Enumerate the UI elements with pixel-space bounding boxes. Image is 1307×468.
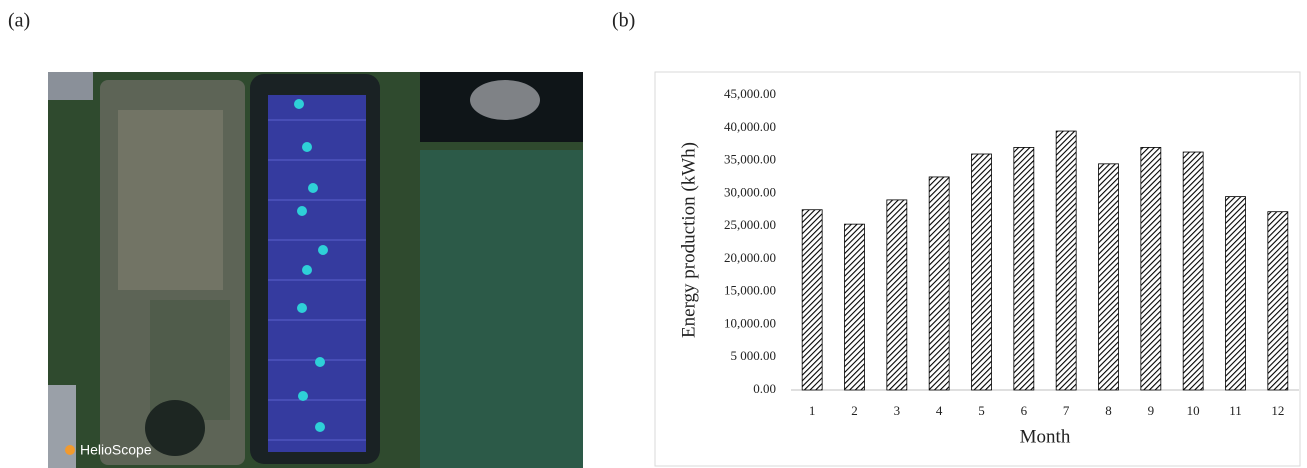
bar: [802, 210, 822, 390]
figure: (a) (b) HelioScope Energy productio: [0, 0, 1307, 468]
watermark: HelioScope: [80, 442, 152, 458]
y-tick-label: 10,000.00: [724, 315, 776, 330]
x-tick-label: 11: [1229, 403, 1242, 418]
x-tick-label: 3: [894, 403, 901, 418]
y-tick-label: 5 000.00: [731, 348, 777, 363]
y-tick-label: 0.00: [753, 381, 776, 396]
y-tick-label: 35,000.00: [724, 152, 776, 167]
x-axis-label: Month: [1020, 426, 1071, 447]
bar: [1014, 147, 1034, 390]
bar: [887, 200, 907, 390]
x-tick-label: 9: [1148, 403, 1155, 418]
y-tick-label: 25,000.00: [724, 217, 776, 232]
bar: [972, 154, 992, 390]
bar: [1268, 212, 1288, 390]
bar: [929, 177, 949, 390]
bar: [1141, 147, 1161, 390]
x-tick-label: 6: [1021, 403, 1028, 418]
x-tick-label: 12: [1271, 403, 1284, 418]
bar: [1056, 131, 1076, 390]
panel-label: (a): [8, 10, 30, 32]
bar: [1226, 197, 1246, 390]
panel-label: (b): [612, 10, 635, 32]
x-tick-label: 4: [936, 403, 943, 418]
x-tick-label: 8: [1105, 403, 1112, 418]
y-tick-label: 45,000.00: [724, 86, 776, 101]
satellite-image: HelioScope: [48, 72, 583, 468]
bar: [1099, 164, 1119, 390]
x-tick-label: 1: [809, 403, 816, 418]
x-tick-label: 7: [1063, 403, 1070, 418]
y-tick-label: 30,000.00: [724, 184, 776, 199]
x-tick-label: 10: [1187, 403, 1200, 418]
y-axis-label: Energy production (kWh): [678, 142, 699, 338]
y-tick-label: 15,000.00: [724, 283, 776, 298]
bar: [1183, 152, 1203, 390]
y-tick-label: 40,000.00: [724, 119, 776, 134]
y-tick-label: 20,000.00: [724, 250, 776, 265]
x-tick-label: 5: [978, 403, 985, 418]
bar: [845, 224, 865, 390]
x-tick-label: 2: [851, 403, 858, 418]
